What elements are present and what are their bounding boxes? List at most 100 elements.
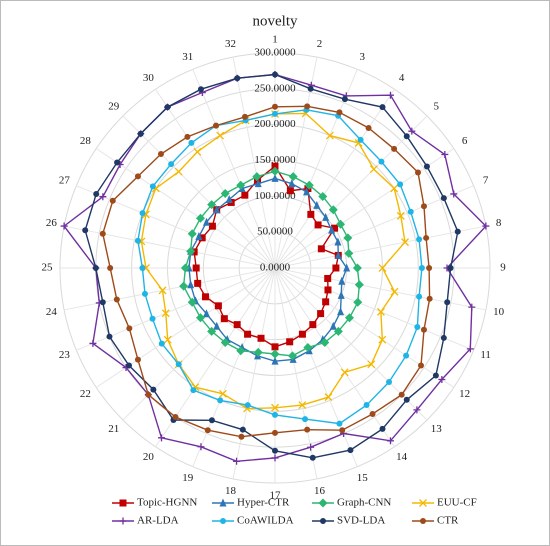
marker (314, 221, 322, 229)
marker (450, 190, 458, 198)
marker (244, 330, 252, 338)
marker (175, 361, 182, 368)
marker (378, 158, 385, 165)
legend-marker (420, 518, 426, 524)
category-label: 11 (480, 349, 491, 361)
category-label: 18 (225, 485, 237, 497)
marker (252, 172, 262, 182)
marker (454, 228, 461, 235)
marker (180, 263, 190, 273)
category-label: 6 (462, 135, 468, 147)
marker (365, 124, 372, 131)
category-label: 8 (496, 217, 502, 229)
marker (408, 127, 416, 135)
marker (60, 222, 68, 230)
marker (196, 313, 206, 323)
marker (340, 368, 349, 377)
marker (304, 426, 311, 433)
spoke (274, 148, 455, 269)
marker (432, 372, 439, 379)
marker (254, 179, 262, 188)
marker (324, 393, 333, 402)
category-label: 28 (80, 135, 92, 147)
marker (271, 162, 279, 170)
marker (482, 222, 490, 230)
marker (207, 326, 217, 336)
category-label: 9 (500, 262, 506, 274)
marker (172, 413, 179, 420)
marker (271, 356, 279, 365)
marker (187, 229, 197, 239)
marker (344, 313, 354, 323)
marker (93, 190, 100, 197)
tick-label: 250.0000 (254, 82, 296, 94)
marker (307, 443, 315, 451)
marker (271, 403, 279, 412)
chart-title: novelty (253, 13, 298, 29)
marker (202, 309, 210, 318)
marker (272, 447, 278, 454)
marker (158, 340, 165, 347)
marker (82, 227, 89, 234)
marker (403, 396, 410, 403)
marker (390, 287, 399, 296)
marker (396, 211, 405, 220)
marker (376, 307, 385, 316)
marker (344, 248, 354, 258)
marker (106, 333, 113, 340)
marker (213, 122, 220, 129)
marker (324, 274, 332, 282)
marker (390, 184, 399, 193)
category-label: 12 (459, 388, 470, 400)
marker (441, 151, 449, 159)
marker (418, 265, 425, 271)
spoke (274, 115, 428, 269)
marker (149, 183, 156, 190)
category-label: 24 (46, 306, 58, 318)
marker (225, 194, 233, 203)
legend-label: Graph-CNN (337, 497, 391, 509)
marker (426, 295, 433, 302)
category-label: 31 (182, 51, 193, 63)
marker (220, 315, 228, 323)
marker (317, 245, 325, 253)
category-label: 20 (143, 451, 155, 463)
marker (271, 343, 279, 351)
marker (420, 326, 427, 333)
marker (233, 321, 241, 329)
spoke (274, 267, 318, 479)
marker (304, 180, 314, 190)
marker (244, 402, 251, 409)
marker (239, 426, 246, 433)
marker (272, 103, 278, 110)
spoke (274, 225, 486, 269)
marker (213, 205, 221, 214)
marker (378, 335, 387, 344)
legend-marker (219, 498, 227, 507)
marker (403, 133, 410, 140)
marker (158, 434, 166, 442)
marker (423, 234, 430, 241)
category-label: 3 (360, 51, 366, 63)
marker (163, 335, 172, 344)
category-label: 14 (396, 451, 408, 463)
marker (338, 276, 346, 285)
marker (307, 85, 314, 92)
marker (379, 425, 386, 432)
legend-label: Hyper-CTR (237, 497, 290, 509)
marker (257, 334, 265, 342)
marker (137, 130, 144, 137)
marker (134, 356, 141, 363)
marker (168, 161, 175, 168)
legend-marker (119, 499, 127, 507)
marker (218, 389, 227, 398)
marker (196, 213, 206, 223)
marker (99, 299, 106, 306)
marker (333, 326, 343, 336)
marker (233, 457, 241, 465)
spoke (95, 148, 276, 269)
marker (272, 71, 278, 78)
marker (134, 237, 141, 244)
marker (157, 150, 164, 157)
